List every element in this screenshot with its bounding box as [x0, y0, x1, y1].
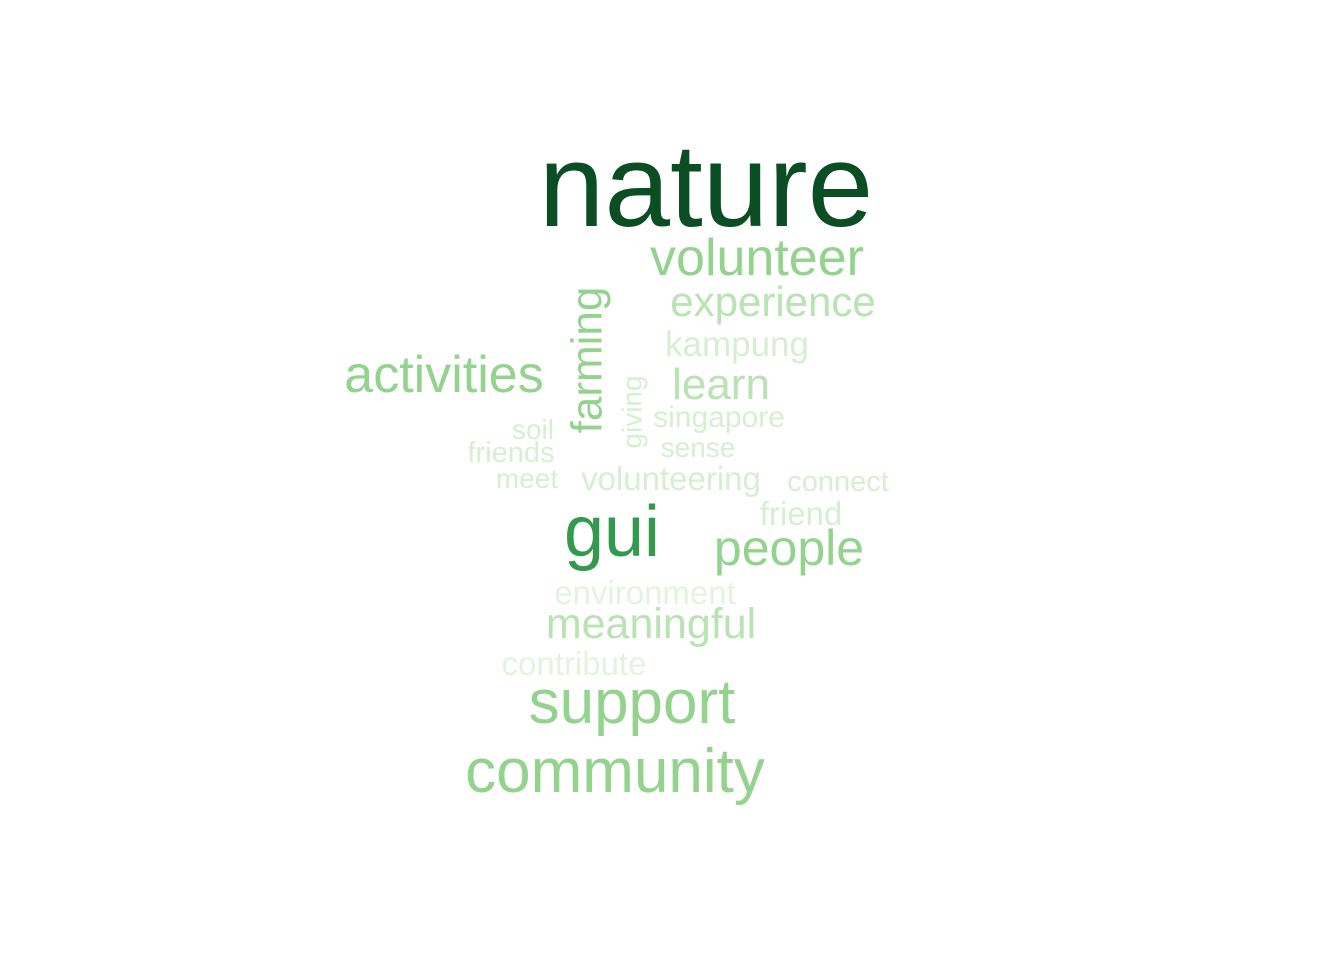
word-sense: sense — [660, 432, 736, 463]
word-volunteering: volunteering — [581, 459, 761, 497]
word-learn: learn — [672, 360, 770, 409]
word-contribute: contribute — [501, 644, 647, 682]
word-nature: nature — [538, 120, 874, 252]
word-farming: farming — [562, 286, 611, 434]
word-friends: friends — [467, 436, 555, 469]
word-experience: experience — [670, 278, 876, 325]
word-support: support — [528, 668, 736, 737]
word-singapore: singapore — [653, 401, 785, 434]
word-meet: meet — [495, 463, 559, 494]
word-kampung: kampung — [665, 324, 809, 364]
word-friend: friend — [759, 494, 843, 532]
word-soil: soil — [511, 414, 554, 445]
word-giving: giving — [616, 375, 648, 449]
word-people: people — [713, 520, 865, 576]
word-activities: activities — [344, 346, 544, 404]
word-volunteer: volunteer — [650, 229, 864, 287]
word-connect: connect — [787, 465, 889, 498]
word-community: community — [465, 737, 765, 806]
word-environment: environment — [554, 573, 736, 611]
word-meaningful: meaningful — [545, 599, 757, 648]
word-gui: gui — [563, 492, 661, 572]
